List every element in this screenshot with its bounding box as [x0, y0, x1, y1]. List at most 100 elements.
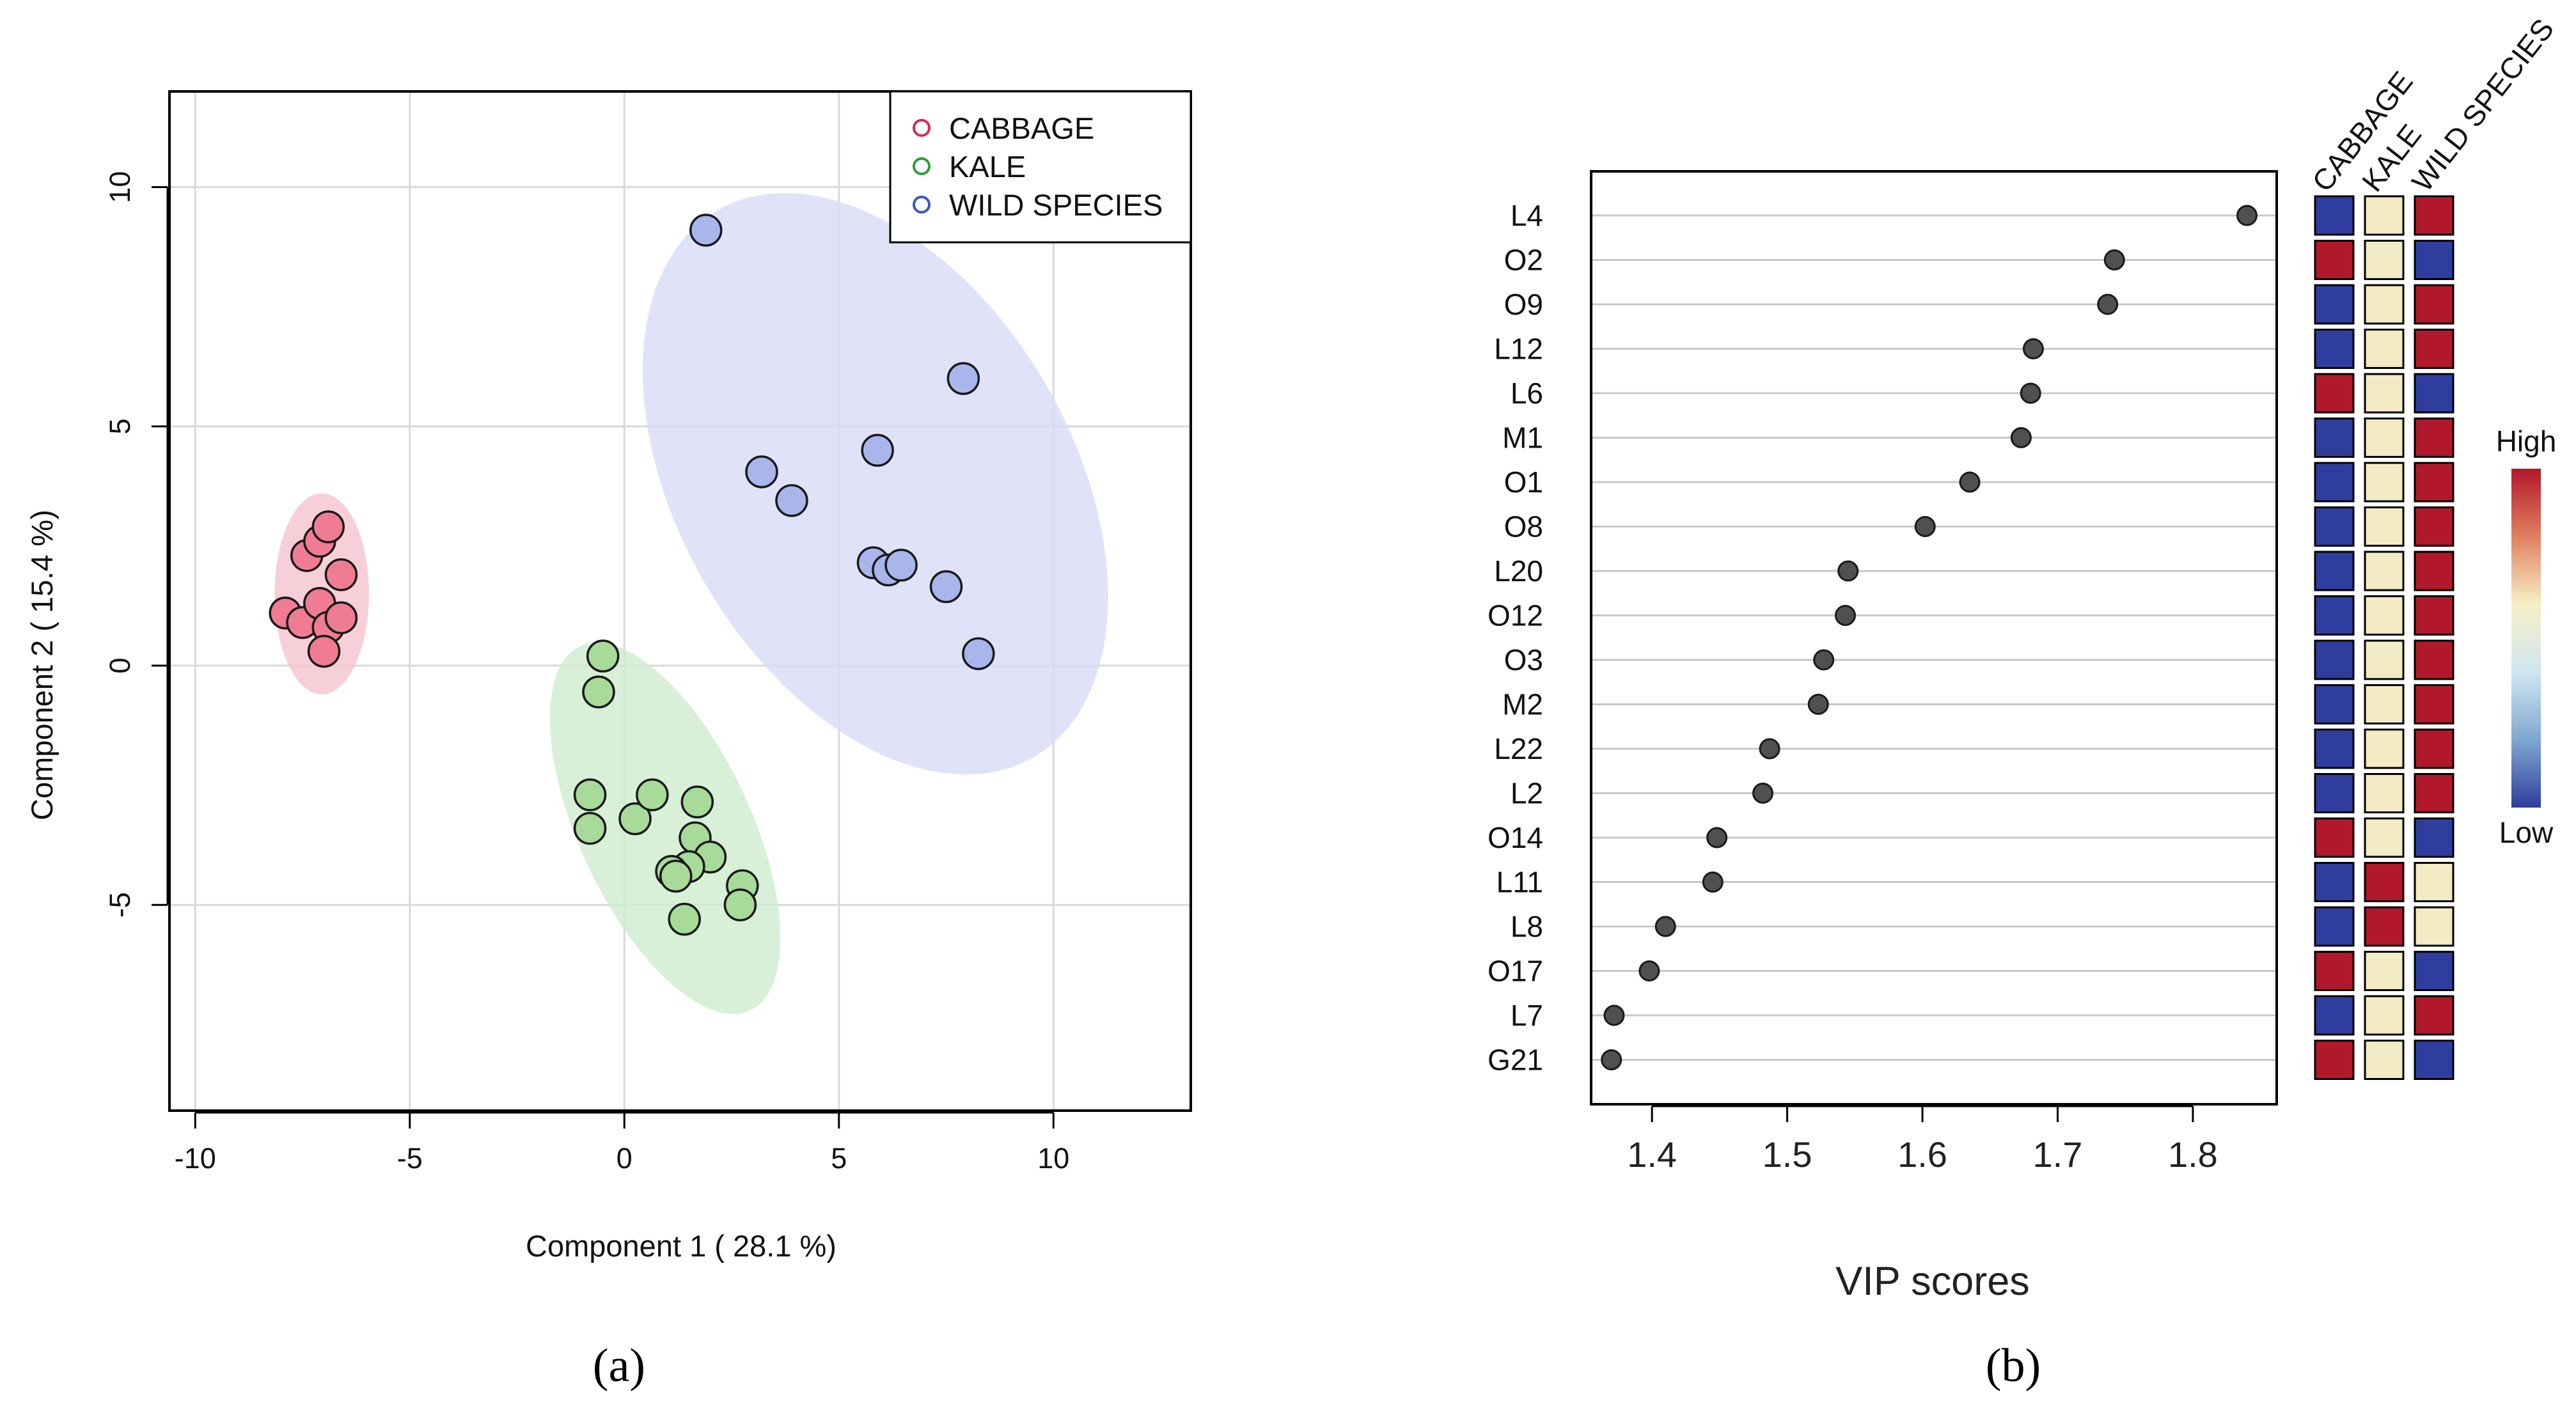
heatmap-cell-l2-wild-species [2414, 773, 2454, 813]
feature-label-l7: L7 [1511, 999, 1543, 1032]
heatmap-cell-o9-cabbage [2314, 284, 2355, 325]
vip-point-l4 [2236, 205, 2258, 226]
legend-marker-wild-species [913, 196, 931, 214]
panel-a-y-axis: -5 0 5 10 [104, 171, 169, 918]
heatmap-cell-l22-wild-species [2414, 728, 2454, 769]
heatmap-cell-o12-kale [2364, 595, 2405, 636]
legend-label-wild-species: WILD SPECIES [949, 188, 1163, 222]
heatmap-cell-l20-cabbage [2314, 551, 2355, 591]
feature-label-o14: O14 [1488, 821, 1543, 854]
legend-marker-cabbage [913, 119, 931, 137]
heatmap-cell-l6-cabbage [2314, 373, 2355, 414]
feature-label-g21: G21 [1488, 1044, 1543, 1077]
panel-b-colorbar: High Low [2496, 425, 2557, 849]
vip-point-l7 [1603, 1005, 1625, 1026]
heatmap-cell-g21-kale [2364, 1040, 2405, 1080]
heatmap-cell-l20-wild-species [2414, 551, 2454, 591]
ellipse-kale [549, 643, 781, 1014]
panel-a-label: (a) [593, 1340, 645, 1392]
vip-point-o9 [2097, 293, 2119, 315]
x-tick-label-5: -5 [397, 1142, 423, 1175]
heatmap-cell-l6-kale [2364, 373, 2405, 414]
heatmap-cell-o8-wild-species [2414, 506, 2454, 547]
vip-point-o3 [1813, 649, 1835, 671]
point-cabbage-9 [307, 634, 341, 668]
legend-label-cabbage: CABBAGE [949, 111, 1094, 145]
x-tick-label-1-7: 1.7 [2033, 1134, 2083, 1175]
panel-a-x-axis-title: Component 1 ( 28.1 %) [526, 1229, 836, 1263]
heatmap-cell-o1-wild-species [2414, 462, 2454, 503]
vip-point-l8 [1654, 916, 1676, 937]
point-wild-species-7 [884, 549, 918, 582]
heatmap-cell-o12-cabbage [2314, 595, 2355, 636]
point-kale-11 [659, 859, 693, 893]
panel-b-vip-points [1601, 205, 2258, 1070]
feature-label-l12: L12 [1494, 332, 1543, 366]
feature-label-o12: O12 [1488, 599, 1543, 632]
vip-point-o12 [1835, 605, 1857, 626]
heatmap-cell-o1-cabbage [2314, 462, 2355, 503]
heatmap-cell-l12-kale [2364, 329, 2405, 369]
panel-a-ellipses [274, 192, 1108, 1014]
vip-point-m1 [2010, 427, 2032, 448]
heatmap-cell-o9-kale [2364, 284, 2405, 325]
panel-b-x-axis: 1.4 1.5 1.6 1.7 1.8 [1627, 1105, 2218, 1175]
colorbar-low-label: Low [2499, 816, 2554, 849]
vip-point-o1 [1959, 471, 1981, 493]
feature-label-m2: M2 [1502, 688, 1543, 721]
heatmap-cell-l8-cabbage [2314, 906, 2355, 947]
heatmap-cell-o8-cabbage [2314, 506, 2355, 547]
y-tick-label-5: -5 [104, 892, 136, 918]
heatmap-cell-m1-cabbage [2314, 418, 2355, 458]
point-kale-3 [573, 811, 607, 845]
heatmap-cell-m1-wild-species [2414, 418, 2454, 458]
point-kale-2 [573, 778, 607, 811]
heatmap-cell-o3-wild-species [2414, 639, 2454, 680]
point-kale-1 [582, 675, 615, 708]
heatmap-cell-o14-kale [2364, 817, 2405, 858]
x-tick-label-1-4: 1.4 [1627, 1134, 1677, 1175]
heatmap-cell-l12-cabbage [2314, 329, 2355, 369]
feature-label-l8: L8 [1511, 910, 1543, 943]
point-wild-species-0 [689, 214, 723, 247]
panel-a-x-axis: -10 -5 0 5 10 [175, 1111, 1069, 1175]
point-kale-4 [618, 802, 652, 836]
feature-label-o17: O17 [1488, 955, 1543, 988]
feature-label-l20: L20 [1494, 554, 1543, 588]
point-kale-5 [636, 778, 669, 811]
colorbar-gradient-bar [2511, 469, 2541, 808]
feature-label-l4: L4 [1511, 199, 1543, 232]
legend-marker-kale [913, 157, 931, 175]
heatmap-cell-o17-wild-species [2414, 951, 2454, 991]
ellipse-wild-species [642, 192, 1108, 775]
point-wild-species-8 [929, 570, 963, 604]
feature-label-o9: O9 [1504, 288, 1543, 321]
heatmap-cell-l4-wild-species [2414, 195, 2454, 236]
point-kale-13 [723, 888, 757, 921]
heatmap-cell-l7-cabbage [2314, 995, 2355, 1036]
x-tick-label-5: 5 [831, 1142, 847, 1175]
feature-label-o2: O2 [1504, 244, 1543, 277]
heatmap-cell-l4-cabbage [2314, 195, 2355, 236]
heatmap-cell-o14-wild-species [2414, 817, 2454, 858]
heatmap-cell-o9-wild-species [2414, 284, 2454, 325]
vip-point-l6 [2020, 382, 2041, 404]
heatmap-cell-m2-kale [2364, 684, 2405, 724]
heatmap-cell-l7-wild-species [2414, 995, 2454, 1036]
legend-box [889, 90, 1192, 244]
heatmap-column-label-wild-species: WILD SPECIES [2405, 12, 2560, 198]
vip-point-o14 [1706, 827, 1728, 848]
feature-label-l2: L2 [1511, 777, 1543, 810]
heatmap-cell-o17-cabbage [2314, 951, 2355, 991]
vip-point-o17 [1638, 960, 1660, 981]
point-wild-species-1 [946, 362, 980, 395]
point-cabbage-2 [311, 510, 345, 543]
feature-label-o8: O8 [1504, 510, 1543, 543]
panel-a-y-axis-title: Component 2 ( 15.4 %) [25, 510, 59, 820]
vip-point-o2 [2103, 249, 2125, 270]
colorbar-high-label: High [2496, 425, 2557, 458]
y-tick-label-0: 0 [104, 658, 136, 674]
heatmap-cell-l2-cabbage [2314, 773, 2355, 813]
feature-label-o3: O3 [1504, 643, 1543, 676]
